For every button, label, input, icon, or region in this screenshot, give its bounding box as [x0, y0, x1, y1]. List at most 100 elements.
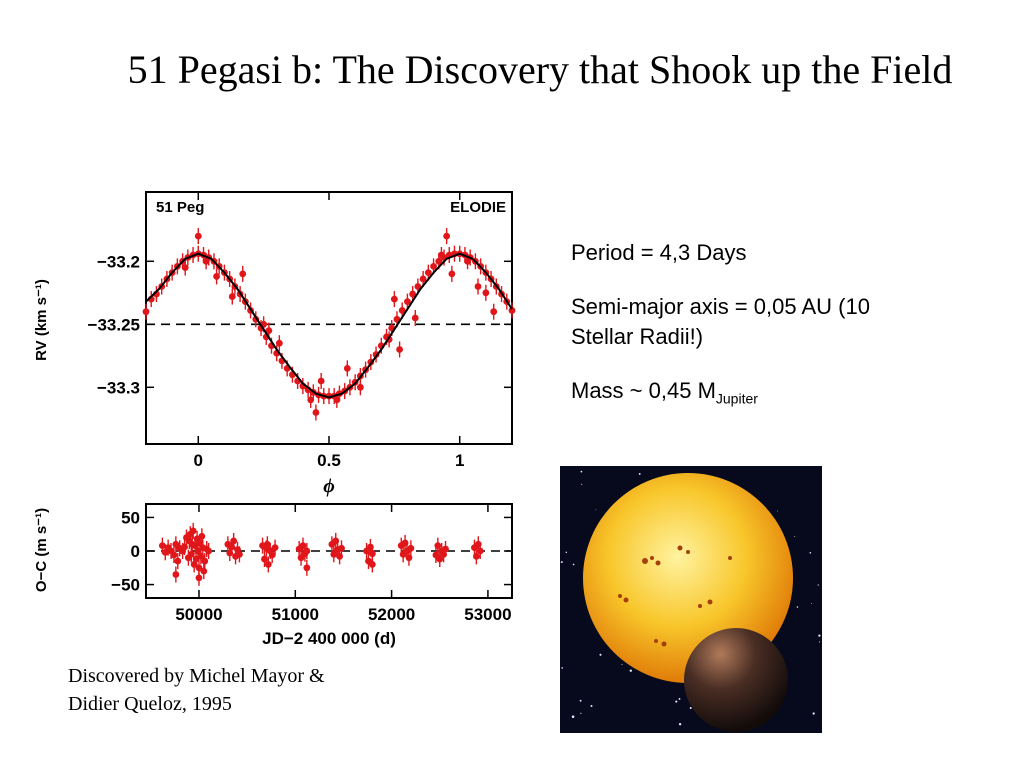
residual-x-axis-label: JD−2 400 000 (d) [262, 629, 396, 648]
background-star [689, 706, 692, 710]
rv-data-point [474, 283, 482, 290]
credit-line-2: Didier Queloz, 1995 [68, 693, 232, 715]
background-star [812, 712, 815, 715]
rv-data-point [307, 396, 315, 404]
rv-data-point [464, 257, 471, 265]
rv-data-point [508, 307, 516, 314]
background-star [560, 561, 563, 564]
rv-data-point [202, 257, 210, 265]
rv-data-point [435, 257, 443, 265]
background-star [595, 509, 597, 511]
mass-subscript: Jupiter [715, 390, 758, 407]
star-label: 51 Peg [156, 199, 204, 216]
period-text: Period = 4,3 Days [571, 240, 747, 265]
residual-data-point [236, 550, 243, 558]
residual-data-point [442, 545, 449, 553]
background-star [571, 715, 575, 718]
rv-x-tick-label: 0.5 [317, 451, 341, 470]
background-star [817, 584, 819, 586]
rv-data-point [419, 275, 427, 283]
rv-data-point [275, 339, 283, 347]
planet-facts: Period = 4,3 Days Semi-major axis = 0,05… [571, 238, 1011, 413]
rv-y-axis-label: RV (km s⁻¹) [33, 279, 50, 361]
residual-data-point [271, 544, 279, 552]
rv-data-point [181, 264, 189, 271]
rv-data-point [409, 290, 417, 298]
semi-major-axis-line-2: Stellar Radii!) [571, 324, 704, 349]
residual-data-point [201, 557, 209, 565]
rv-data-point [490, 308, 498, 316]
residual-x-tick-label: 53000 [464, 605, 511, 624]
residual-data-point [330, 550, 338, 558]
rv-data-point [438, 251, 445, 259]
rv-data-point [356, 383, 364, 391]
instrument-label: ELODIE [450, 199, 506, 216]
rv-x-axis-label: ϕ [323, 475, 335, 497]
credit-line-1: Discovered by Michel Mayor & [68, 665, 325, 687]
residual-data-point [368, 550, 376, 558]
background-star [818, 641, 821, 643]
rv-data-point [228, 293, 236, 300]
background-star [565, 551, 568, 554]
rv-data-point [390, 295, 398, 303]
residual-data-point [303, 547, 311, 555]
residual-data-point [230, 537, 238, 545]
rv-data-point [194, 232, 202, 240]
residual-data-point [268, 551, 276, 559]
rv-data-point [396, 346, 403, 353]
background-star [572, 563, 575, 566]
rv-y-tick-label: −33.2 [97, 252, 140, 271]
background-star [818, 634, 821, 637]
residual-data-point [172, 571, 180, 578]
discovery-credit: Discovered by Michel Mayor & Didier Quel… [68, 662, 448, 718]
rv-data-point [448, 270, 456, 278]
rv-y-tick-label: −33.3 [97, 378, 140, 397]
residual-data-point [195, 564, 203, 572]
residual-data-point [261, 555, 268, 563]
residual-data-point [170, 551, 178, 559]
rv-data-point [239, 270, 247, 278]
background-star [638, 472, 641, 475]
residual-data-point [434, 542, 442, 550]
rv-data-point [343, 365, 351, 372]
rv-y-tick-label: −33.25 [88, 315, 140, 334]
background-star [580, 712, 582, 714]
residual-data-point [189, 527, 197, 535]
residual-data-point [174, 557, 182, 565]
rv-data-point [312, 409, 320, 416]
residual-data-point [338, 544, 345, 552]
rv-data-point [411, 314, 419, 322]
rv-data-point [482, 289, 490, 297]
background-star [678, 723, 682, 726]
residual-data-point [472, 552, 480, 560]
residual-x-tick-label: 52000 [368, 605, 415, 624]
rv-data-point [398, 307, 406, 314]
rv-data-point [333, 396, 341, 404]
residual-data-point [263, 540, 271, 548]
starspots [618, 545, 732, 647]
radial-velocity-figure: 51 Peg ELODIE RV (km s⁻¹) ϕ O−C (m s⁻¹) … [33, 191, 516, 648]
mass-prefix: Mass ~ 0,45 M [571, 378, 716, 403]
rv-data-point [430, 262, 437, 270]
mass-text: Mass ~ 0,45 MJupiter [571, 376, 1011, 413]
residual-x-tick-label: 51000 [272, 605, 319, 624]
background-star [580, 470, 583, 473]
residual-data-point [264, 561, 272, 568]
background-star [581, 483, 583, 485]
slide-title: 51 Pegasi b: The Discovery that Shook up… [127, 47, 953, 92]
rv-x-tick-label: 1 [455, 451, 464, 470]
rv-data-point [443, 232, 451, 240]
exoplanet [684, 628, 788, 732]
star-and-planet-illustration [560, 466, 822, 733]
background-star [794, 536, 796, 538]
background-star [599, 653, 602, 656]
background-star [629, 669, 632, 672]
background-star [809, 552, 812, 554]
residual-x-tick-label: 50000 [175, 605, 222, 624]
rv-data-point [213, 273, 220, 280]
residual-data-point [200, 567, 208, 575]
rv-data-point [317, 377, 325, 385]
residual-data-point [198, 532, 206, 540]
rv-data-point [414, 283, 422, 290]
residual-y-tick-label: −50 [111, 576, 140, 595]
